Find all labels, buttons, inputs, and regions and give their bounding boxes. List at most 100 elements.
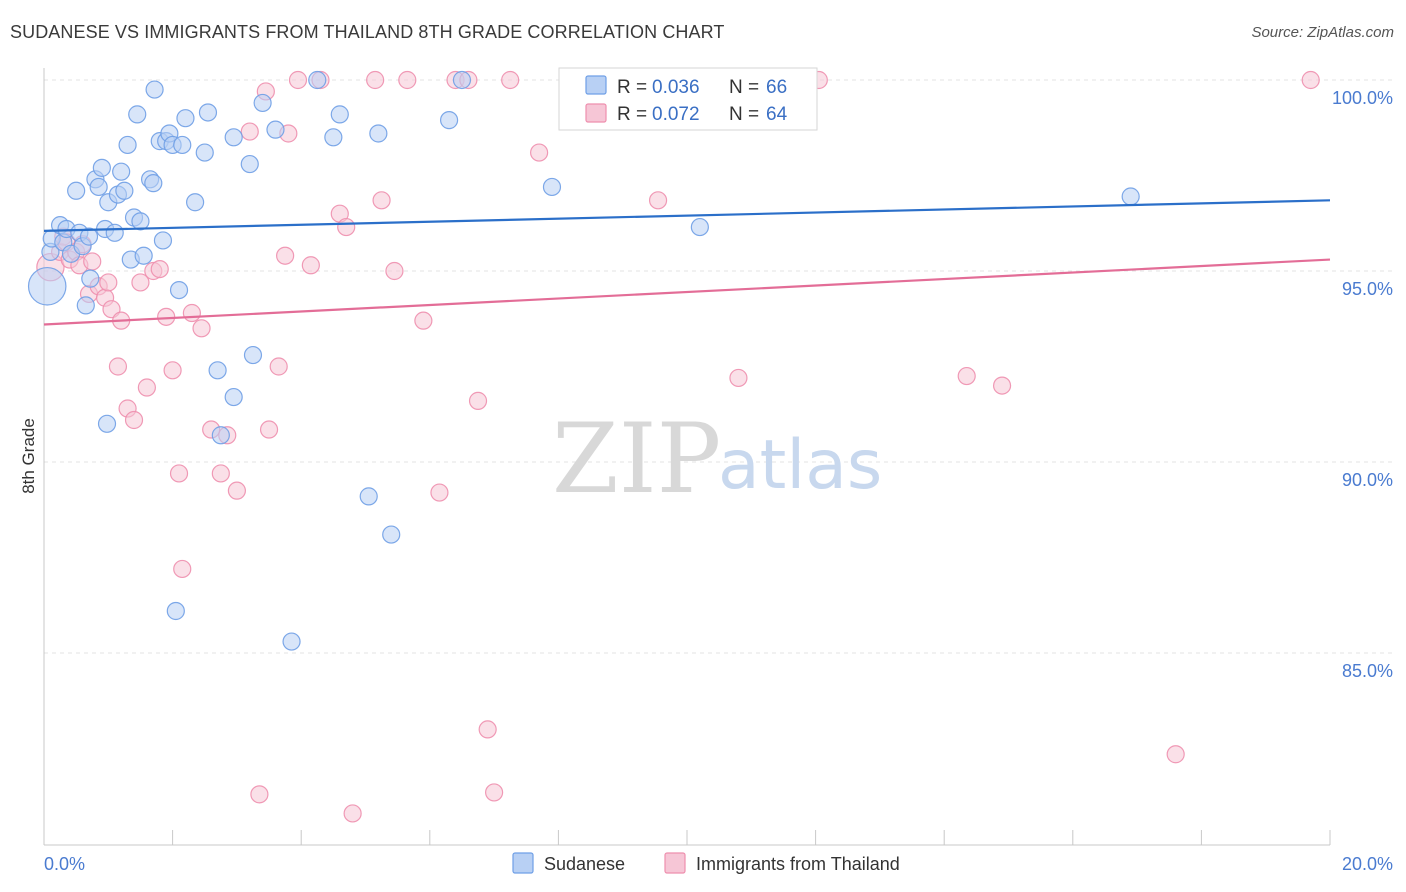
x-tick-labels: 0.0% 20.0% [44, 854, 1393, 874]
sudanese-point [359, 487, 378, 506]
sudanese-point [382, 525, 401, 544]
series-sudanese-points [27, 70, 1140, 651]
thailand-point [150, 259, 169, 279]
thailand-point [1166, 745, 1185, 764]
sudanese-point [330, 105, 349, 124]
thailand-point [137, 378, 156, 397]
legend-r-label: R = [617, 77, 647, 98]
watermark-atlas: atlas [718, 426, 882, 505]
series-legend: Sudanese Immigrants from Thailand [512, 852, 900, 874]
sudanese-point [198, 103, 218, 122]
thailand-point [372, 191, 391, 210]
thailand-point [131, 273, 150, 292]
sudanese-point [224, 387, 243, 407]
sudanese-point [81, 269, 100, 288]
x-tick-label: 0.0% [44, 854, 85, 874]
sudanese-point [144, 174, 163, 193]
legend-swatch-sudanese [585, 75, 607, 95]
sudanese-point [134, 246, 153, 265]
x-tick-label: 20.0% [1342, 854, 1393, 874]
thailand-point [478, 720, 497, 739]
y-tick-labels: 100.0% 95.0% 90.0% 85.0% [1332, 88, 1393, 681]
chart-title: SUDANESE VS IMMIGRANTS FROM THAILAND 8TH… [10, 22, 725, 42]
y-tick-label: 95.0% [1342, 279, 1393, 299]
sudanese-point [439, 111, 459, 130]
sudanese-point [76, 296, 95, 315]
thailand-point [468, 391, 488, 410]
x-ticks [43, 830, 1331, 845]
y-tick-label: 85.0% [1342, 661, 1393, 681]
thailand-point [1301, 70, 1320, 90]
legend-r-value: 0.036 [652, 77, 700, 98]
sudanese-point [369, 124, 388, 143]
thailand-point [83, 252, 102, 271]
sudanese-point [67, 181, 86, 200]
thailand-point [182, 303, 201, 323]
legend-r-value: 0.072 [652, 104, 700, 125]
sudanese-point [118, 135, 137, 155]
thailand-point [124, 410, 144, 430]
sudanese-point [97, 414, 117, 433]
thailand-point [957, 366, 976, 386]
thailand-point [211, 464, 230, 483]
sudanese-point [452, 70, 472, 90]
sudanese-point [542, 177, 562, 197]
sudanese-point [266, 120, 285, 139]
sudanese-point [115, 181, 134, 200]
thailand-point [301, 256, 320, 275]
sudanese-point [224, 128, 243, 147]
sudanese-point [324, 128, 343, 147]
trend-lines [43, 199, 1331, 326]
thailand-point [288, 70, 308, 90]
thailand-point [259, 420, 279, 439]
sudanese-point [176, 109, 195, 128]
sudanese-point [282, 632, 301, 651]
sudanese-point [690, 217, 709, 237]
legend-n-label: N = [729, 104, 759, 125]
sudanese-point [208, 361, 227, 380]
sudanese-point [112, 162, 131, 181]
sudanese-point [27, 266, 67, 306]
thailand-point [485, 783, 504, 802]
series-thailand-points [36, 70, 1320, 823]
watermark-zip: ZIP [552, 403, 721, 515]
sudanese-point [240, 154, 259, 174]
thailand-point [729, 368, 748, 388]
thailand-trend-line [43, 258, 1331, 326]
y-tick-label: 90.0% [1342, 470, 1393, 490]
y-axis-title: 8th Grade [19, 418, 38, 494]
thailand-point [337, 217, 356, 237]
sudanese-point [253, 93, 272, 113]
sudanese-point [89, 177, 108, 197]
sudanese-point [308, 70, 327, 90]
legend-n-value: 66 [766, 77, 787, 98]
thailand-point [169, 464, 189, 483]
watermark: ZIP atlas [552, 403, 882, 515]
legend-n-label: N = [729, 77, 759, 98]
thailand-point [240, 122, 259, 141]
thailand-point [501, 70, 520, 90]
thailand-point [269, 357, 288, 376]
sudanese-point [173, 135, 192, 155]
thailand-point [648, 191, 668, 210]
legend-r-label: R = [617, 104, 647, 125]
y-tick-label: 100.0% [1332, 88, 1393, 108]
thailand-point [430, 483, 449, 502]
sudanese-point [92, 158, 111, 177]
sudanese-point [79, 227, 99, 246]
legend-n-value: 64 [766, 104, 788, 125]
sudanese-point [153, 231, 173, 250]
sudanese-point [186, 193, 205, 212]
thailand-point [343, 804, 362, 823]
sudanese-point [243, 345, 263, 365]
sudanese-trend-line [43, 199, 1331, 232]
thailand-point [163, 361, 182, 380]
sudanese-point [131, 212, 150, 231]
legend-swatch-thailand [664, 852, 686, 874]
thailand-point [992, 376, 1012, 395]
sudanese-point [1121, 187, 1140, 206]
thailand-point [385, 261, 404, 281]
thailand-point [398, 70, 417, 90]
sudanese-point [145, 80, 164, 99]
thailand-point [108, 357, 128, 376]
